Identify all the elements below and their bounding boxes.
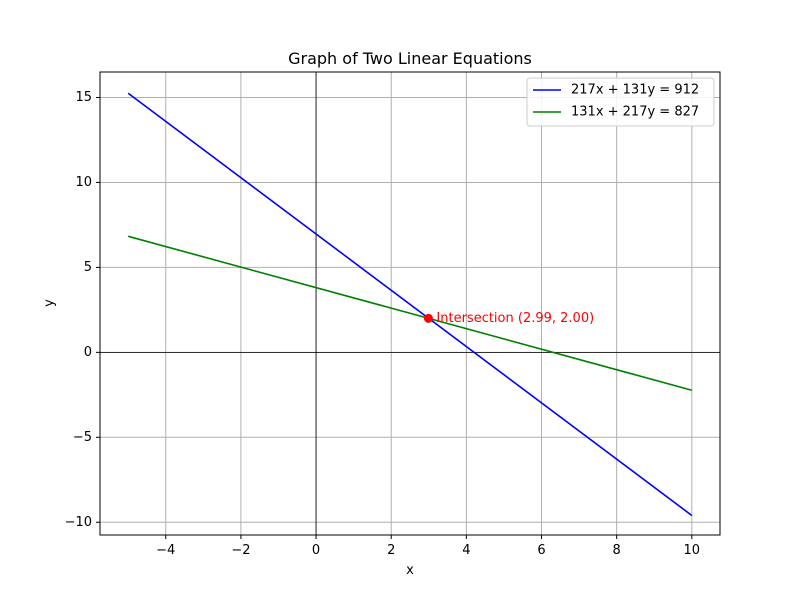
- legend-label-1: 217x + 131y = 912: [571, 83, 699, 98]
- y-tick-label: 5: [84, 260, 92, 275]
- y-tick-label: −5: [73, 430, 92, 445]
- x-tick-label: 8: [613, 543, 621, 558]
- x-tick-label: 6: [537, 543, 545, 558]
- legend: 217x + 131y = 912 131x + 217y = 827: [526, 77, 715, 127]
- y-tick-label: 15: [75, 90, 92, 105]
- x-axis-ticks: −4 −2 0 2 4 6 8 10: [156, 535, 700, 558]
- series-layer: [127, 92, 693, 517]
- zero-lines: [100, 72, 720, 535]
- intersection-point: [423, 313, 433, 323]
- x-tick-label: −4: [156, 543, 175, 558]
- x-tick-label: 2: [387, 543, 395, 558]
- chart-title: Graph of Two Linear Equations: [288, 49, 532, 68]
- plot-area: Intersection (2.99, 2.00): [99, 71, 721, 536]
- series-line-1: [127, 92, 693, 517]
- x-tick-label: 0: [312, 543, 320, 558]
- y-axis-ticks: −10 −5 0 5 10 15: [65, 90, 100, 530]
- y-tick-label: −10: [65, 515, 92, 530]
- x-tick-label: 4: [462, 543, 470, 558]
- plot-frame: [99, 71, 721, 536]
- legend-box: [526, 77, 715, 127]
- x-axis-label: x: [406, 563, 414, 578]
- series-line-2: [127, 235, 693, 392]
- legend-label-2: 131x + 217y = 827: [571, 105, 699, 120]
- y-tick-label: 10: [75, 175, 92, 190]
- intersection-layer: Intersection (2.99, 2.00): [423, 311, 594, 326]
- y-tick-label: 0: [84, 345, 92, 360]
- intersection-label: Intersection (2.99, 2.00): [436, 311, 594, 326]
- x-tick-label: 10: [684, 543, 701, 558]
- y-axis-label: y: [42, 299, 57, 307]
- x-tick-label: −2: [231, 543, 250, 558]
